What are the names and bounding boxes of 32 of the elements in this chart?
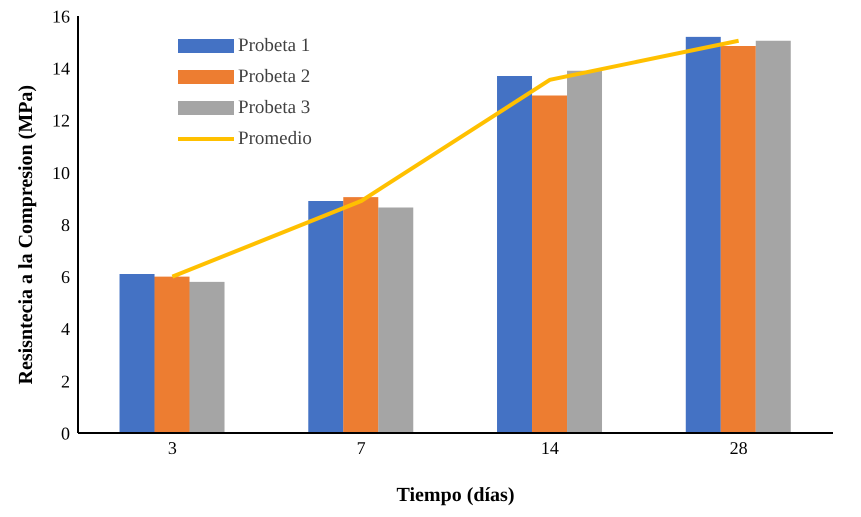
x-tick-label: 14 — [540, 438, 559, 458]
y-tick-label: 12 — [52, 110, 70, 131]
x-axis-title: Tiempo (días) — [396, 484, 514, 506]
x-tick-label: 3 — [168, 438, 177, 458]
bar — [190, 282, 225, 433]
bar — [154, 276, 190, 433]
y-tick-label: 4 — [61, 319, 70, 340]
bar — [567, 70, 602, 433]
legend-label: Probeta 2 — [238, 66, 310, 88]
bar — [532, 95, 568, 433]
line-series — [170, 38, 741, 279]
y-tick-label: 16 — [52, 6, 70, 26]
legend-label: Probeta 1 — [238, 34, 310, 56]
x-tick-label: 7 — [356, 438, 366, 458]
bar — [497, 76, 532, 433]
y-tick-label: 10 — [52, 162, 70, 183]
y-axis-title: Resisntecia a la Compresion (MPa) — [15, 84, 38, 384]
bar — [120, 274, 155, 433]
bar — [308, 201, 344, 433]
bar — [720, 46, 756, 433]
x-tick-label: 28 — [730, 438, 748, 458]
y-tick-label: 2 — [61, 371, 70, 392]
y-tick-label: 6 — [61, 267, 70, 288]
y-tick-label: 14 — [52, 58, 70, 79]
y-tick-label: 8 — [61, 214, 70, 235]
legend-label: Promedio — [238, 128, 312, 150]
bar — [343, 197, 378, 433]
bar — [378, 208, 414, 433]
y-tick-label: 0 — [61, 423, 70, 444]
bar — [686, 36, 721, 433]
legend-label: Probeta 3 — [238, 96, 310, 118]
bar — [756, 40, 791, 433]
